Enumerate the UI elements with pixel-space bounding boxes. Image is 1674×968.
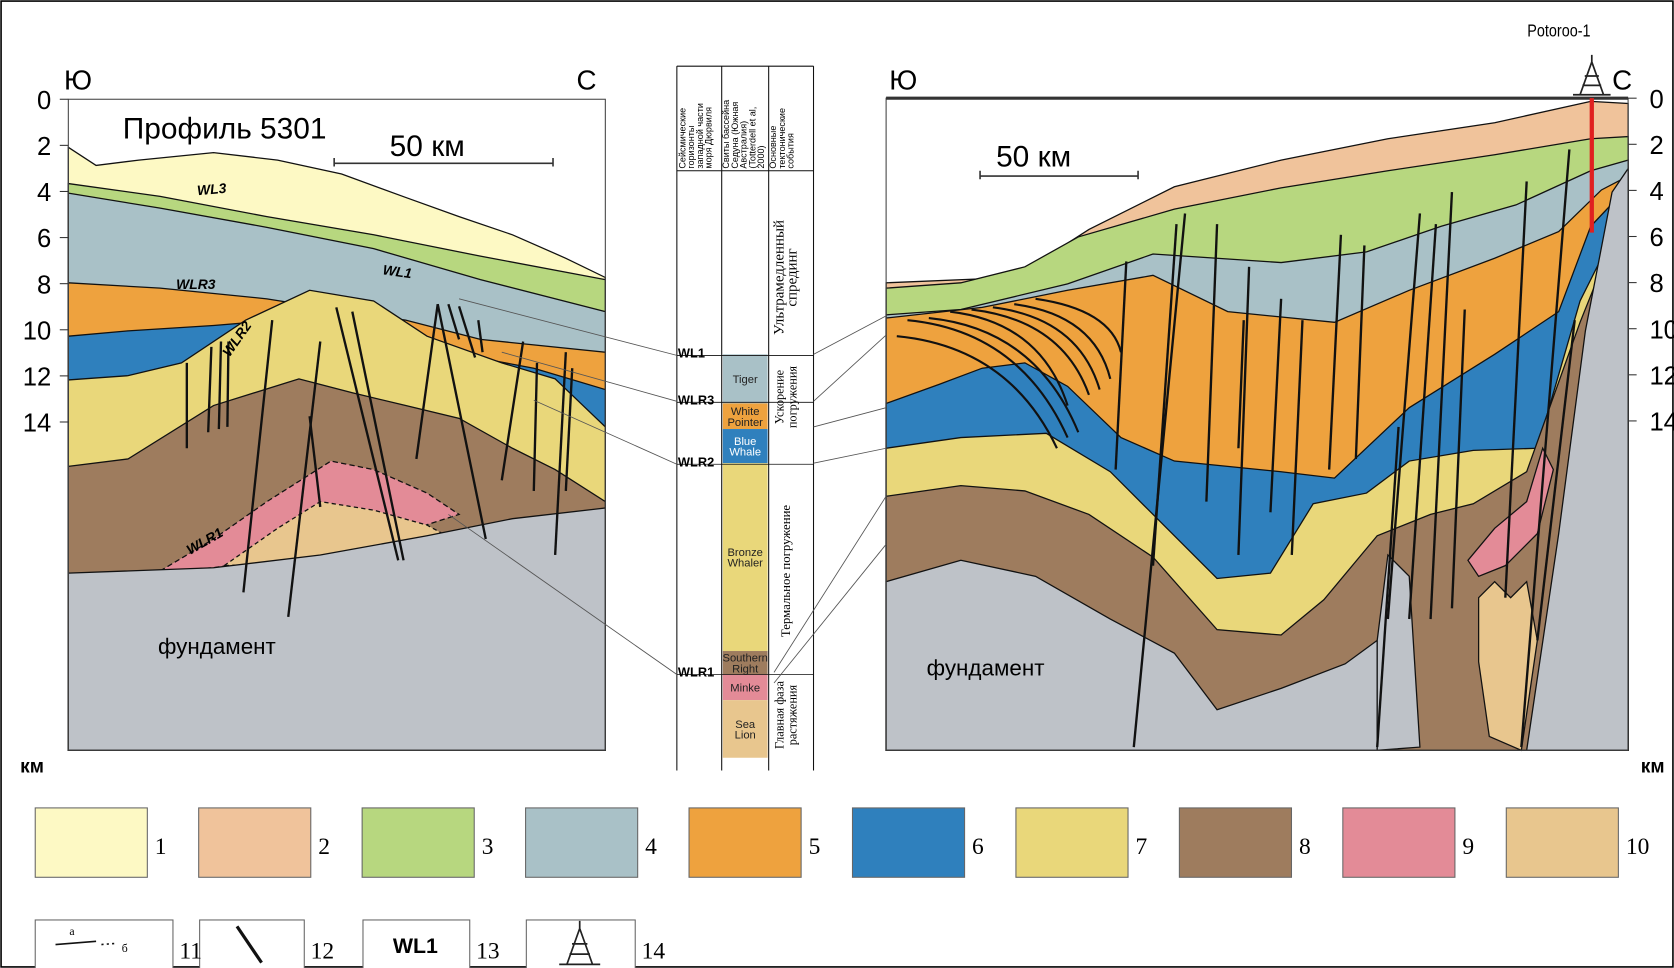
depth-tick-label: 0: [1649, 86, 1663, 114]
page: ЮСПрофиль 530150 км02468101214кмWL3WL1WL…: [0, 0, 1674, 968]
tectonic-event: Термальное погружение: [779, 505, 793, 638]
figure: ЮСПрофиль 530150 км02468101214кмWL3WL1WL…: [0, 0, 1674, 968]
column-header: 2000): [756, 145, 766, 168]
depth-tick-label: 8: [1649, 270, 1663, 298]
horizon-label: WL3: [196, 180, 227, 199]
column-header: события: [786, 133, 796, 169]
formation-name: Tiger: [733, 374, 758, 386]
legend-swatch: [1506, 808, 1618, 877]
north-label: С: [577, 65, 597, 96]
legend-swatch: [35, 808, 147, 877]
formation-name: Lion: [735, 730, 756, 742]
depth-unit: км: [1641, 757, 1665, 778]
column-header: моря Дюрвиля: [704, 107, 714, 169]
depth-tick-label: 4: [37, 179, 51, 207]
legend-swatch: [526, 808, 638, 877]
scale-bar-label: 50 км: [390, 130, 465, 163]
legend-box: [200, 920, 305, 968]
depth-tick-label: 12: [1649, 362, 1674, 390]
legend-swatch: [1179, 808, 1291, 877]
section-title: Профиль 5301: [123, 113, 327, 146]
legend-number: 4: [645, 834, 657, 860]
formation-name: Right: [732, 663, 759, 675]
depth-tick-label: 2: [37, 133, 51, 161]
legend-number: 14: [642, 938, 666, 964]
horizon-label: WLR2: [678, 454, 714, 469]
legend-number: 7: [1136, 834, 1148, 860]
legend-number: 6: [972, 834, 984, 860]
legend-swatch: [1016, 808, 1128, 877]
depth-tick-label: 6: [37, 225, 51, 253]
legend-number: 8: [1299, 834, 1311, 860]
legend-number: 3: [482, 834, 494, 860]
depth-tick-label: 0: [37, 87, 51, 115]
horizon-label: WL1: [678, 346, 705, 361]
tectonic-event: спрединг: [784, 248, 800, 306]
legend-number: 5: [809, 834, 821, 860]
formation-name: Whaler: [727, 558, 763, 570]
depth-tick-label: 2: [1649, 132, 1663, 160]
south-label: Ю: [889, 65, 917, 96]
tectonic-event: растяжения: [785, 685, 799, 746]
scale-bar-label: 50 км: [996, 140, 1071, 173]
formation-name: Whale: [729, 447, 761, 459]
legend-number: 1: [155, 834, 167, 860]
legend-symbol: б: [122, 942, 128, 955]
formation-name: Minke: [730, 683, 760, 695]
legend-number: 12: [311, 938, 334, 964]
legend-number: 10: [1626, 834, 1649, 860]
south-label: Ю: [64, 65, 92, 96]
depth-tick-label: 10: [23, 317, 52, 345]
horizon-label: WLR3: [678, 392, 714, 407]
horizon-label: WLR1: [678, 665, 714, 680]
legend-number: 9: [1462, 834, 1474, 860]
basement-label: фундамент: [158, 634, 276, 659]
depth-tick-label: 8: [37, 271, 51, 299]
well-label: Potoroo-1: [1527, 21, 1590, 41]
north-label: С: [1612, 65, 1632, 96]
legend-swatch: [1343, 808, 1455, 877]
formation-name: Pointer: [727, 417, 763, 429]
depth-tick-label: 6: [1649, 224, 1663, 252]
depth-tick-label: 10: [1649, 316, 1674, 344]
legend-number: 2: [318, 834, 330, 860]
legend-swatch: [852, 808, 964, 877]
depth-tick-label: 4: [1649, 178, 1663, 206]
horizon-label: WLR3: [176, 276, 216, 292]
legend-number: 13: [476, 938, 499, 964]
legend-swatch: [199, 808, 311, 877]
basement-label: фундамент: [927, 656, 1045, 681]
tectonic-event: погружения: [785, 366, 799, 429]
legend-number: 11: [179, 938, 202, 964]
legend-horizon: WL1: [393, 934, 438, 958]
depth-tick-label: 14: [1649, 409, 1674, 437]
legend-symbol: а: [69, 925, 75, 938]
legend-swatch: [362, 808, 474, 877]
depth-tick-label: 12: [23, 363, 52, 391]
depth-unit: км: [20, 757, 44, 778]
depth-tick-label: 14: [23, 410, 52, 438]
legend-swatch: [689, 808, 801, 877]
